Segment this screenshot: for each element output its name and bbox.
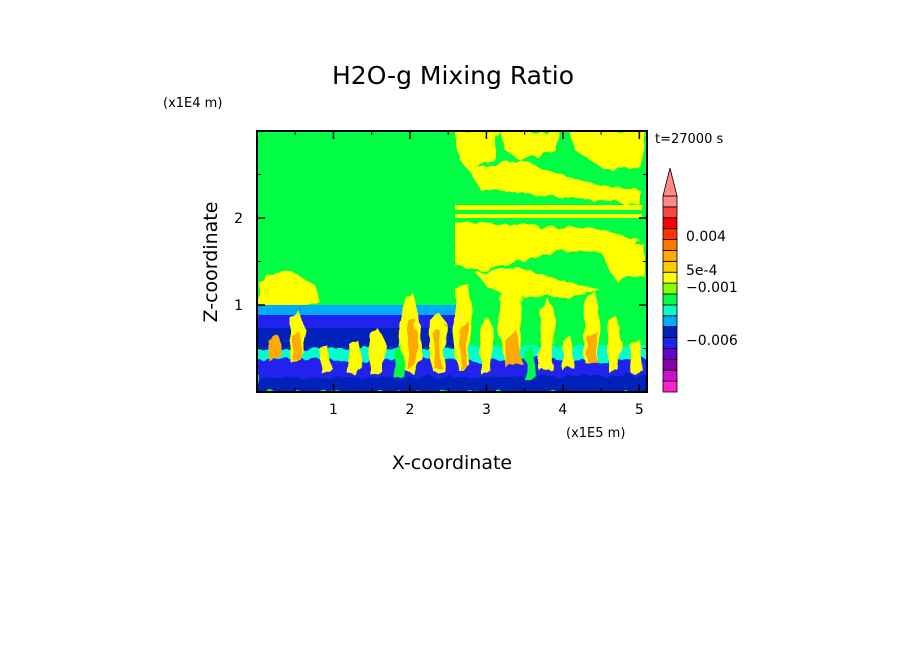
x-tick-label-1: 1: [329, 402, 338, 418]
x-tick-label-3: 3: [482, 402, 491, 418]
colorbar-label-1: 5e-4: [686, 263, 718, 279]
colorbar-swatch-4: [662, 337, 678, 349]
colorbar-label-2: −0.001: [686, 280, 738, 296]
colorbar-swatch-1: [662, 369, 678, 382]
colorbar-swatch-9: [662, 282, 678, 295]
convective-plumes: [268, 282, 644, 380]
x-tick-label-2: 2: [405, 402, 414, 418]
stratified-band-1: [455, 205, 642, 210]
colorbar-swatch-17: [662, 195, 678, 208]
colorbar-swatch-14: [662, 228, 678, 240]
colorbar-swatch-6: [662, 315, 678, 328]
colorbar-swatch-5: [662, 326, 678, 338]
x-tick-label-5: 5: [635, 402, 644, 418]
colorbar-swatch-10: [662, 271, 678, 284]
colorbar-extend-arrow: [662, 167, 678, 197]
stratified-band-2: [455, 214, 642, 218]
plot-area: [257, 131, 647, 392]
colorbar-swatch-12: [662, 250, 678, 262]
colorbar-swatch-8: [662, 293, 678, 306]
time-label: t=27000 s: [655, 132, 723, 147]
x-axis-label: X-coordinate: [392, 452, 512, 474]
colorbar-swatch-15: [662, 217, 678, 230]
colorbar-swatch-16: [662, 206, 678, 219]
colorbar-swatch-7: [662, 304, 678, 317]
axis-ticks: [257, 131, 647, 392]
left-yellow-blob: [257, 270, 320, 315]
colorbar: [662, 167, 678, 393]
colorbar-swatch-0: [662, 380, 678, 393]
colorbar-swatch-13: [662, 239, 678, 251]
y-tick-label-2: 2: [234, 211, 243, 227]
y-tick-label-1: 1: [234, 298, 243, 314]
colorbar-label-0: 0.004: [686, 229, 726, 245]
tick-labels: 1 2 3 4 5 1 2: [234, 211, 644, 418]
y-unit-label: (x1E4 m): [163, 96, 222, 111]
colorbar-labels: 0.004 5e-4−0.001 −0.006: [686, 229, 738, 349]
colorbar-swatch-11: [662, 260, 678, 273]
x-unit-label: (x1E5 m): [566, 426, 625, 441]
colorbar-label-3: −0.006: [686, 333, 738, 349]
upper-yellow-region: [455, 131, 645, 305]
colorbar-swatch-2: [662, 358, 678, 371]
chart-title: H2O-g Mixing Ratio: [332, 61, 574, 90]
y-axis-label: Z-coordinate: [200, 202, 222, 323]
colorbar-swatch-3: [662, 348, 678, 360]
x-tick-label-4: 4: [558, 402, 567, 418]
